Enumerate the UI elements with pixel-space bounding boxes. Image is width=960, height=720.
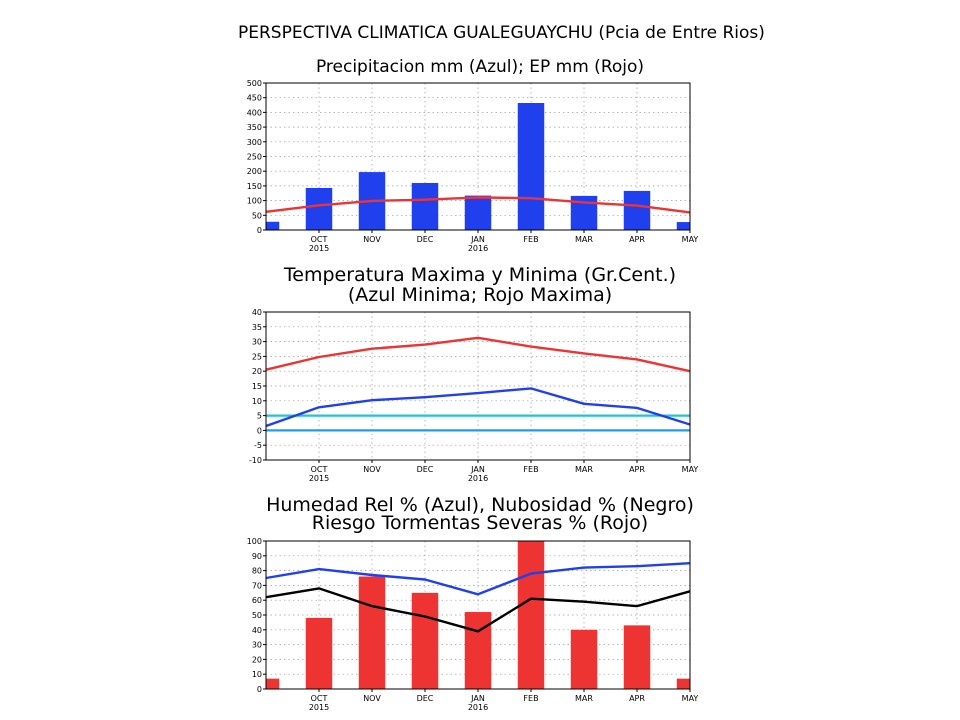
temp-ytick-label: 15	[252, 382, 262, 391]
precip-bar	[464, 195, 492, 230]
precip-ytick-label: 150	[247, 182, 262, 191]
humidity-bar	[358, 576, 386, 689]
chart-panels: Precipitacion mm (Azul); EP mm (Rojo)050…	[247, 57, 699, 712]
humidity-ytick-label: 10	[252, 670, 262, 679]
precip-ytick-label: 50	[252, 211, 262, 220]
precip-xtick-label: MAY	[682, 235, 699, 244]
precip-bar	[517, 102, 545, 230]
precip-ytick-label: 450	[247, 94, 262, 103]
humidity-series-line-black	[265, 587, 691, 633]
humidity-bar	[464, 612, 492, 689]
temp-ytick-label: 30	[252, 338, 262, 347]
humidity-xtick-label: DEC	[417, 694, 434, 703]
humidity-bar	[517, 541, 545, 689]
precip-ytick-label: 400	[247, 108, 262, 117]
precip-series-line-red	[265, 196, 691, 214]
precip-xtick-label: MAR	[575, 235, 593, 244]
precip-ytick-label: 500	[247, 79, 262, 88]
temp-ytick-label: 20	[252, 367, 262, 376]
temp-xtick-label: OCT	[311, 465, 328, 474]
humidity-subtitle: Riesgo Tormentas Severas % (Rojo)	[312, 512, 648, 534]
temp-series-line-blue	[265, 387, 691, 428]
humidity-ytick-label: 30	[252, 641, 262, 650]
precip-bar	[305, 187, 333, 230]
humidity-xtick-label: APR	[629, 694, 645, 703]
humidity-bar	[623, 625, 651, 689]
precip-ytick-label: 350	[247, 123, 262, 132]
humidity-ytick-label: 80	[252, 567, 262, 576]
humidity-bar	[305, 617, 333, 689]
temp-ytick-label: 40	[252, 308, 262, 317]
precip-ytick-label: 250	[247, 153, 262, 162]
temp-subtitle: (Azul Minima; Rojo Maxima)	[348, 284, 612, 306]
humidity-series-line-blue	[265, 562, 691, 596]
precip-xtick-label: DEC	[417, 235, 434, 244]
humidity-year-label: 2015	[309, 703, 329, 712]
humidity-ytick-label: 40	[252, 626, 262, 635]
temp-title: Temperatura Maxima y Minima (Gr.Cent.)	[283, 264, 676, 286]
temp-series-line-red	[265, 336, 691, 373]
temp-xtick-label: FEB	[523, 465, 538, 474]
humidity-bar	[411, 592, 439, 689]
humidity-bar	[266, 678, 280, 689]
temp-xtick-label: JAN	[470, 465, 485, 474]
precip-xtick-label: JAN	[470, 235, 485, 244]
precip-ytick-label: 100	[247, 197, 262, 206]
temp-ytick-label: 5	[257, 412, 262, 421]
humidity-xtick-label: MAY	[682, 694, 699, 703]
humidity-xtick-label: JAN	[470, 694, 485, 703]
precip-xtick-label: FEB	[523, 235, 538, 244]
humidity-ytick-label: 50	[252, 611, 262, 620]
humidity-ytick-label: 0	[257, 685, 262, 694]
humidity-year-label: 2016	[468, 703, 488, 712]
precip-panel: Precipitacion mm (Azul); EP mm (Rojo) 0 50…	[247, 57, 699, 253]
humidity-xtick-label: MAR	[575, 694, 593, 703]
temp-xtick-label: MAR	[575, 465, 593, 474]
humidity-bar	[570, 629, 598, 689]
temp-ytick-label: 10	[252, 397, 262, 406]
temp-xtick-label: DEC	[417, 465, 434, 474]
precip-xtick-label: OCT	[311, 235, 328, 244]
humidity-xtick-label: FEB	[523, 694, 538, 703]
temp-year-label: 2016	[468, 474, 488, 483]
precip-bar	[266, 221, 280, 230]
humidity-title: Humedad Rel % (Azul), Nubosidad % (Negro…	[266, 494, 694, 516]
humidity-xtick-label: NOV	[363, 694, 381, 703]
temp-year-label: 2015	[309, 474, 329, 483]
temp-ytick-label: 0	[257, 426, 262, 435]
precip-xtick-label: NOV	[363, 235, 381, 244]
humidity-panel: Humedad Rel % (Azul), Nubosidad % (Negro…	[247, 494, 699, 712]
humidity-ytick-label: 100	[247, 537, 262, 546]
temp-xtick-label: APR	[629, 465, 645, 474]
precip-title: Precipitacion mm (Azul); EP mm (Rojo)	[316, 57, 644, 77]
humidity-ytick-label: 20	[252, 655, 262, 664]
humidity-ytick-label: 90	[252, 552, 262, 561]
precip-bar	[411, 182, 439, 230]
humidity-bar	[676, 678, 690, 689]
precip-year-label: 2015	[309, 244, 329, 253]
precip-ytick-label: 0	[257, 226, 262, 235]
figure-title: PERSPECTIVA CLIMATICA GUALEGUAYCHU (Pcia…	[238, 23, 765, 43]
precip-xtick-label: APR	[629, 235, 645, 244]
temp-ytick-label: 35	[252, 323, 262, 332]
temp-panel: Temperatura Maxima y Minima (Gr.Cent.)(A…	[249, 264, 699, 483]
temp-ytick-label: -10	[249, 456, 262, 465]
humidity-ytick-label: 70	[252, 581, 262, 590]
precip-year-label: 2016	[468, 244, 488, 253]
precip-ytick-label: 300	[247, 138, 262, 147]
precip-bar	[623, 190, 651, 230]
precip-ytick-label: 200	[247, 167, 262, 176]
humidity-xtick-label: OCT	[311, 694, 328, 703]
humidity-ytick-label: 60	[252, 596, 262, 605]
temp-xtick-label: NOV	[363, 465, 381, 474]
temp-ytick-label: -5	[254, 441, 262, 450]
temp-xtick-label: MAY	[682, 465, 699, 474]
precip-bar	[676, 222, 690, 230]
temp-ytick-label: 25	[252, 352, 262, 361]
